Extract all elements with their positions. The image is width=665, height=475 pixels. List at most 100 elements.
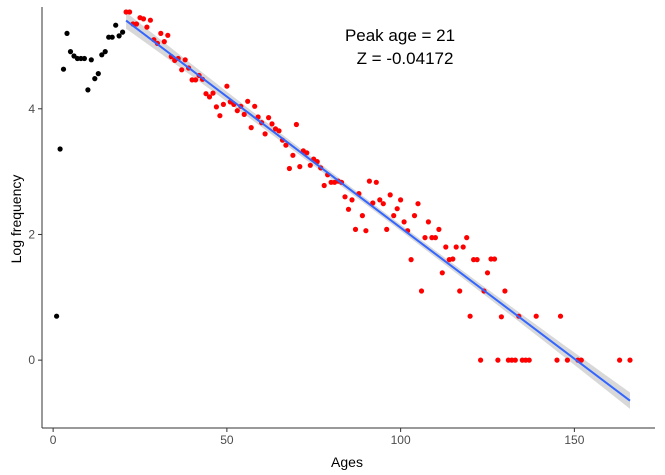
axes-layer: 0 50 100 150 0 2 4 (28, 7, 655, 447)
post-peak-point (439, 270, 445, 276)
post-peak-point (165, 32, 171, 38)
x-tick-label: 0 (50, 433, 57, 447)
post-peak-point (276, 128, 282, 134)
post-peak-point (564, 357, 571, 363)
post-peak-point (370, 200, 376, 206)
annotation-line-1: Peak age = 21 (345, 26, 455, 45)
post-peak-point (161, 39, 167, 45)
post-peak-point (245, 98, 251, 104)
post-peak-point (502, 288, 508, 294)
y-tick-label: 4 (28, 102, 35, 116)
post-peak-point (495, 357, 501, 363)
post-peak-point (377, 197, 383, 203)
post-peak-point (266, 115, 272, 121)
post-peak-point (380, 201, 386, 207)
post-peak-point (321, 182, 327, 189)
post-peak-point (460, 244, 466, 250)
post-peak-point (457, 288, 463, 294)
post-peak-point (484, 270, 491, 276)
post-peak-point (203, 91, 209, 97)
pre-peak-point (57, 146, 63, 152)
post-peak-point (387, 192, 393, 198)
post-peak-point (286, 165, 292, 172)
pre-peak-point (99, 52, 105, 58)
post-peak-point (210, 90, 216, 96)
pre-peak-point (81, 55, 87, 62)
post-peak-point (627, 357, 633, 363)
y-axis-label: Log frequency (8, 175, 24, 264)
x-tick-label: 150 (564, 433, 584, 447)
post-peak-point (401, 219, 407, 225)
pre-peak-point (116, 33, 122, 39)
post-peak-point (474, 257, 480, 263)
pre-peak-point (85, 87, 91, 93)
pre-peak-point (92, 76, 98, 82)
post-peak-point (411, 213, 418, 219)
post-peak-point (283, 142, 289, 148)
pre-peak-point (109, 34, 115, 40)
y-tick-label: 0 (28, 353, 35, 367)
post-peak-point (422, 235, 428, 241)
post-peak-point (290, 152, 296, 158)
pre-peak-point (95, 71, 101, 77)
post-peak-point (193, 77, 199, 83)
post-peak-point (147, 17, 153, 23)
post-peak-point (297, 164, 303, 170)
post-peak-point (408, 257, 414, 263)
x-axis-label: Ages (331, 454, 363, 470)
post-peak-point (349, 197, 355, 203)
post-peak-point (436, 226, 442, 232)
post-peak-point (220, 101, 226, 107)
post-peak-point (363, 228, 369, 234)
post-peak-point (248, 125, 254, 131)
pre-peak-point (113, 22, 119, 28)
post-peak-point (269, 121, 275, 127)
post-peak-point (217, 113, 223, 119)
post-peak-point (252, 103, 258, 109)
post-peak-point (554, 357, 560, 363)
post-peak-point (345, 206, 352, 212)
post-peak-point (366, 178, 372, 184)
post-peak-point (498, 314, 504, 320)
post-peak-point (432, 235, 438, 241)
x-tick-label: 100 (391, 433, 411, 447)
post-peak-point (533, 313, 539, 319)
fit-line (125, 19, 631, 402)
post-peak-point (578, 357, 584, 363)
post-peak-point (213, 104, 219, 110)
pre-peak-point (60, 66, 67, 72)
post-peak-point (133, 21, 140, 27)
post-peak-point (241, 111, 247, 117)
post-peak-point (342, 194, 348, 200)
post-peak-point (391, 213, 397, 219)
pre-peak-point (120, 29, 126, 35)
x-tick-label: 50 (220, 433, 234, 447)
post-peak-point (384, 226, 390, 232)
post-peak-point (304, 150, 310, 156)
post-peak-point (224, 83, 230, 89)
post-peak-point (491, 256, 498, 262)
post-peak-point (293, 121, 299, 128)
post-peak-point (478, 357, 484, 363)
post-peak-point (398, 197, 404, 203)
post-peak-point (127, 9, 133, 15)
post-peak-point (140, 16, 147, 22)
post-peak-point (307, 162, 313, 168)
post-peak-point (425, 219, 431, 225)
post-peak-point (182, 57, 188, 63)
fit-line-layer (125, 19, 631, 402)
post-peak-point (415, 201, 421, 207)
post-peak-point (234, 108, 240, 114)
post-peak-point (450, 256, 456, 262)
post-peak-point (443, 244, 449, 250)
post-peak-point (617, 357, 623, 363)
post-peak-point (359, 213, 365, 219)
post-peak-point (467, 313, 473, 319)
text-layer: Peak age = 21 Z = -0.04172 Ages Log freq… (8, 26, 455, 470)
post-peak-point (557, 313, 564, 319)
post-peak-point (158, 30, 164, 36)
post-peak-point (179, 67, 185, 73)
annotation-line-2: Z = -0.04172 (357, 49, 454, 68)
